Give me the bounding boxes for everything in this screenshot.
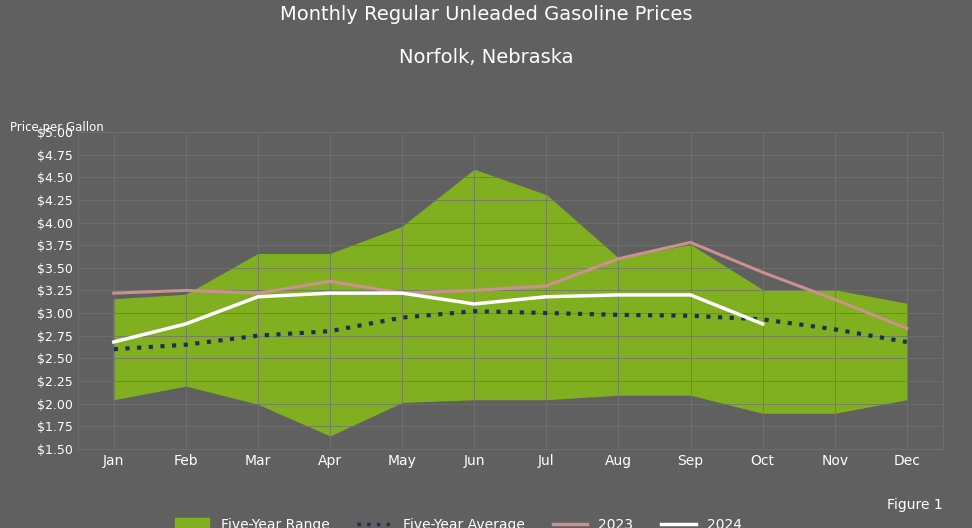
Text: Norfolk, Nebraska: Norfolk, Nebraska	[399, 48, 573, 67]
Text: Price per Gallon: Price per Gallon	[10, 121, 103, 135]
Text: Figure 1: Figure 1	[887, 498, 943, 512]
Legend: Five-Year Range, Five-Year Average, 2023, 2024: Five-Year Range, Five-Year Average, 2023…	[169, 513, 747, 528]
Text: Monthly Regular Unleaded Gasoline Prices: Monthly Regular Unleaded Gasoline Prices	[280, 5, 692, 24]
